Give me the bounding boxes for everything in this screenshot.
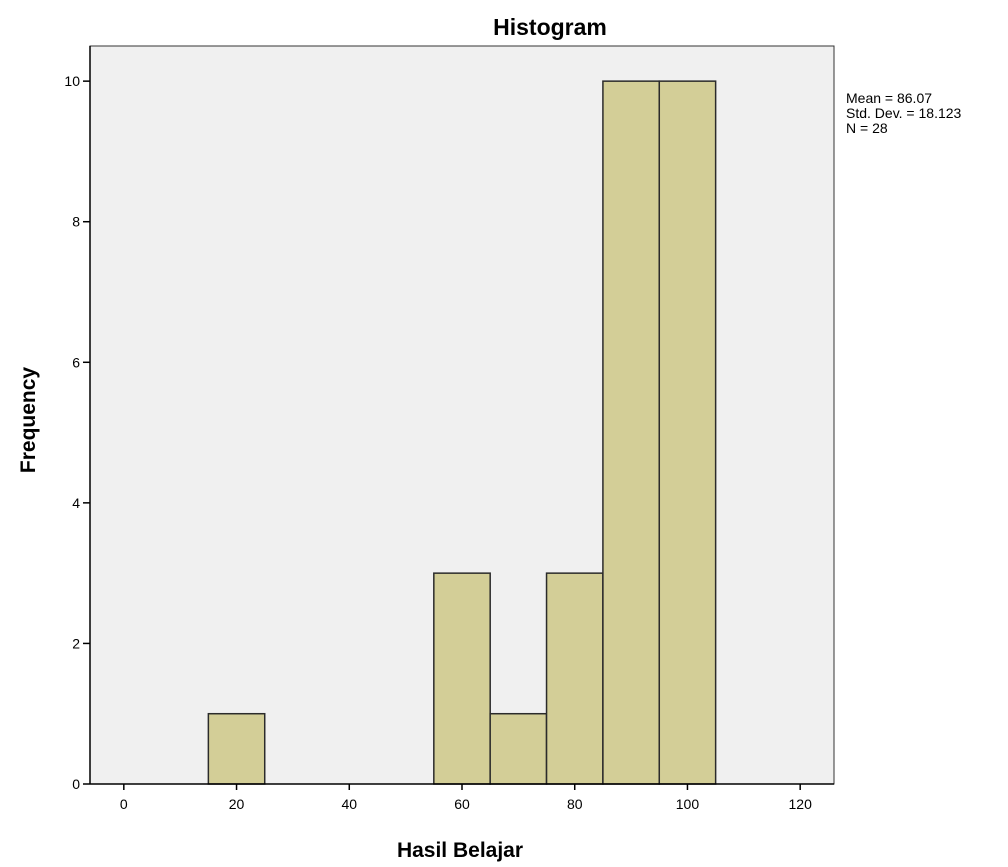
histogram-bar <box>545 572 604 785</box>
x-tick-label: 100 <box>676 796 700 812</box>
bars-group <box>207 80 717 785</box>
chart-title: Histogram <box>493 14 607 40</box>
x-tick-label: 120 <box>789 796 813 812</box>
histogram-bar <box>433 572 491 785</box>
y-axis: 0 2 4 6 8 10 <box>64 46 91 792</box>
histogram-bar <box>489 712 548 785</box>
y-tick-label: 10 <box>64 73 80 89</box>
x-tick-label: 40 <box>341 796 357 812</box>
y-tick-label: 8 <box>72 214 80 230</box>
y-tick-label: 6 <box>72 354 80 370</box>
x-tick-label: 60 <box>454 796 470 812</box>
x-axis: 0 20 40 60 80 100 120 <box>90 783 834 812</box>
x-tick-label: 0 <box>120 796 128 812</box>
y-tick-label: 2 <box>72 635 80 651</box>
y-tick-label: 4 <box>72 495 80 511</box>
histogram-bar <box>602 80 661 785</box>
histogram-bar <box>207 712 266 785</box>
stat-n: N = 28 <box>846 120 888 136</box>
stats-legend: Mean = 86.07 Std. Dev. = 18.123 N = 28 <box>846 90 962 136</box>
stat-std-dev: Std. Dev. = 18.123 <box>846 105 962 121</box>
x-tick-label: 80 <box>567 796 583 812</box>
x-axis-title: Hasil Belajar <box>397 839 523 862</box>
y-tick-label: 0 <box>72 776 80 792</box>
stat-mean: Mean = 86.07 <box>846 90 932 106</box>
histogram-bar <box>658 80 717 785</box>
y-axis-title: Frequency <box>17 367 40 474</box>
x-tick-label: 20 <box>229 796 245 812</box>
plot-area: 0 20 40 60 80 100 120 0 2 4 6 8 10 <box>64 45 835 812</box>
